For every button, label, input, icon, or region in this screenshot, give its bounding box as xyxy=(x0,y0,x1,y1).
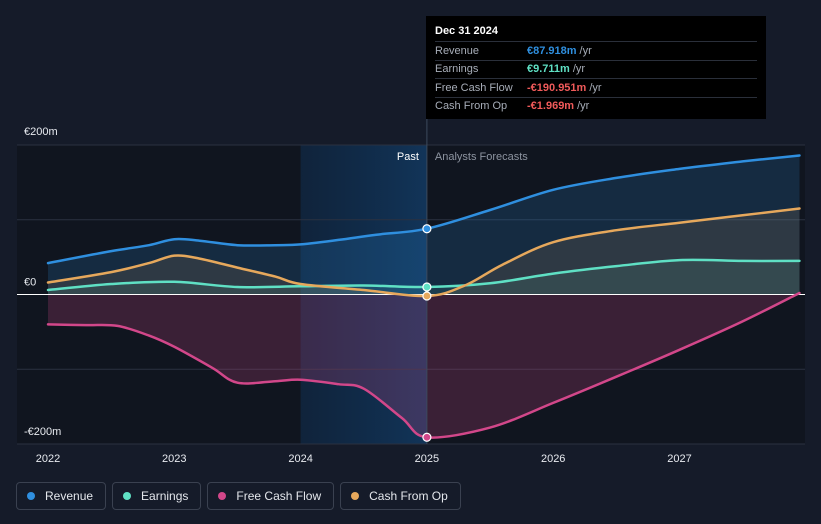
tooltip-label: Earnings xyxy=(435,63,479,76)
legend-item-earnings[interactable]: Earnings xyxy=(112,482,202,510)
tooltip-date: Dec 31 2024 xyxy=(435,25,498,37)
tooltip-unit: /yr xyxy=(579,44,592,57)
x-tick-label: 2023 xyxy=(162,453,186,465)
tooltip-value: -€1.969m xyxy=(527,100,575,113)
earnings-dot-icon xyxy=(123,492,132,500)
tooltip-label: Revenue xyxy=(435,44,480,57)
revenue-line xyxy=(46,154,801,265)
tooltip-unit: /yr xyxy=(572,63,586,76)
x-tick-label: 2024 xyxy=(288,453,312,465)
legend-label: Cash From Op xyxy=(369,489,448,503)
x-tick-label: 2027 xyxy=(667,453,691,465)
y-tick-label: €200m xyxy=(24,126,58,138)
series-areas xyxy=(48,155,800,438)
legend-label: Earnings xyxy=(141,489,189,503)
financial-chart: €200m €0 -€200m 2022 2023 2024 2025 2026 2027 P… xyxy=(17,112,805,465)
earnings-marker xyxy=(422,282,432,292)
tooltip-row-earnings: Earnings €9.711m /yr xyxy=(435,59,757,79)
free-cash-flow-marker xyxy=(422,432,432,442)
y-tick-label: -€200m xyxy=(24,426,61,438)
x-tick-label: 2026 xyxy=(541,453,565,465)
gridlines xyxy=(17,144,805,445)
free-cash-flow-dot-icon xyxy=(218,492,227,500)
earnings-area xyxy=(48,259,800,295)
tooltip-label: Free Cash Flow xyxy=(435,81,513,94)
legend-item-free-cash-flow[interactable]: Free Cash Flow xyxy=(207,482,335,510)
tooltip-value: €9.711m xyxy=(527,63,570,76)
legend-label: Free Cash Flow xyxy=(236,489,322,503)
chart-legend: Revenue Earnings Free Cash Flow Cash Fro… xyxy=(16,482,461,510)
tooltip-row-cash-from-op: Cash From Op -€1.969m /yr xyxy=(435,96,757,116)
tooltip-row-revenue: Revenue €87.918m /yr xyxy=(435,41,757,60)
cash-from-op-marker xyxy=(422,291,432,301)
tooltip-value: €87.918m xyxy=(527,44,577,57)
hover-markers xyxy=(422,224,432,442)
y-axis-labels: €200m €0 -€200m xyxy=(24,126,61,438)
cash-from-op-area xyxy=(48,208,800,297)
x-tick-label: 2022 xyxy=(36,453,60,465)
cash-from-op-dot-icon xyxy=(351,492,360,500)
tooltip-row-free-cash-flow: Free Cash Flow -€190.951m /yr xyxy=(435,78,757,97)
tooltip-unit: /yr xyxy=(589,81,602,94)
past-label: Past xyxy=(397,151,419,163)
legend-item-revenue[interactable]: Revenue xyxy=(16,482,107,510)
cash-from-op-line xyxy=(46,207,801,298)
legend-item-cash-from-op[interactable]: Cash From Op xyxy=(340,482,461,510)
revenue-area xyxy=(48,155,800,295)
free-cash-flow-area xyxy=(48,293,800,438)
x-axis-labels: 2022 2023 2024 2025 2026 2027 xyxy=(36,453,692,465)
y-tick-label: €0 xyxy=(24,277,36,289)
tooltip-label: Cash From Op xyxy=(435,100,508,113)
forecast-label: Analysts Forecasts xyxy=(435,151,528,163)
tooltip-unit: /yr xyxy=(577,100,590,113)
revenue-dot-icon xyxy=(27,492,35,500)
data-tooltip: Dec 31 2024 Revenue €87.918m /yr Earning… xyxy=(426,16,766,119)
x-tick-label: 2025 xyxy=(415,453,439,465)
free-cash-flow-line xyxy=(46,291,801,439)
revenue-marker xyxy=(422,224,432,234)
tooltip-value: -€190.951m xyxy=(527,81,587,94)
legend-label: Revenue xyxy=(45,489,94,503)
